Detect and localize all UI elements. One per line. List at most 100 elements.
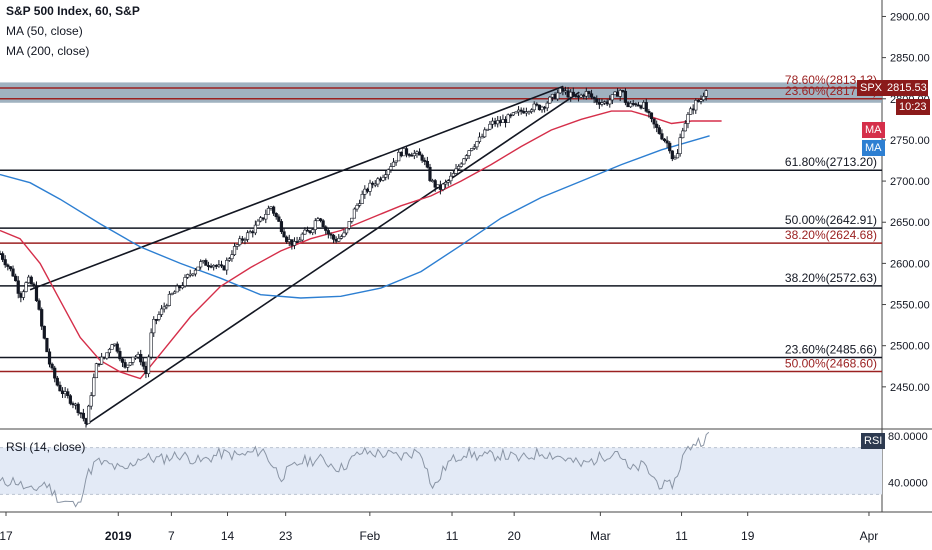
candle-body xyxy=(571,91,575,96)
candle-body xyxy=(264,214,268,220)
time-tick-label: 11 xyxy=(675,529,688,543)
symbol-legend[interactable]: S&P 500 Index, 60, S&P xyxy=(6,4,140,18)
candle-body xyxy=(415,151,419,154)
candle-body xyxy=(316,218,320,222)
candle-body xyxy=(63,391,67,395)
candle-body xyxy=(40,309,44,327)
ma200-path xyxy=(0,135,710,299)
candle-body xyxy=(97,363,101,366)
ma50-legend[interactable]: MA (50, close) xyxy=(6,24,83,38)
candle-body xyxy=(467,150,471,156)
candle-body xyxy=(626,102,630,108)
candle-body xyxy=(37,300,41,310)
candle-body xyxy=(118,351,122,360)
rsi-tag: RSI xyxy=(861,433,886,449)
time-tick-label: 23 xyxy=(279,529,293,543)
price-tick-label: 2650.00 xyxy=(890,217,930,229)
time-tick-label: 17 xyxy=(0,529,13,543)
candle-body xyxy=(569,91,573,98)
candle-body xyxy=(636,104,641,107)
candle-body xyxy=(107,349,112,354)
time-axis: 17 2019 7 14 23 Feb 11 20 Mar 11 19 Apr xyxy=(0,512,878,543)
candle-body xyxy=(45,337,49,353)
candle-body xyxy=(342,232,346,237)
candle-body xyxy=(214,265,218,267)
candle-body xyxy=(475,141,479,148)
candle-body xyxy=(295,241,299,243)
candle-body xyxy=(394,160,398,163)
candle-body xyxy=(292,241,297,246)
candle-body xyxy=(16,280,20,294)
candle-body xyxy=(668,142,672,152)
candle-body xyxy=(608,99,612,105)
candle-body xyxy=(266,208,271,215)
ma200-legend[interactable]: MA (200, close) xyxy=(6,44,90,58)
candle-body xyxy=(696,100,700,102)
candle-body xyxy=(238,238,242,246)
candle-body xyxy=(582,94,586,97)
candle-body xyxy=(530,109,534,112)
time-tick-label: 7 xyxy=(168,529,175,543)
candle-body xyxy=(3,259,7,266)
candle-body xyxy=(230,254,234,260)
candle-body xyxy=(285,236,289,243)
candle-body xyxy=(449,175,453,182)
candle-body xyxy=(225,260,229,271)
candle-body xyxy=(688,108,693,115)
price-tag: 2815.53 xyxy=(884,80,928,96)
candle-body xyxy=(587,91,591,95)
candle-body xyxy=(305,229,310,232)
candle-body xyxy=(19,293,23,298)
price-axis: 2900.002850.002800.002750.002700.002650.… xyxy=(882,11,930,394)
candle-body xyxy=(527,111,531,114)
candle-body xyxy=(84,418,88,425)
candle-body xyxy=(563,90,568,93)
candle-body xyxy=(384,174,388,178)
candle-body xyxy=(279,221,284,232)
candle-body xyxy=(245,232,250,240)
candle-body xyxy=(219,264,224,267)
time-tick-label: 20 xyxy=(507,529,521,543)
fib-label: 23.60%(2485.66) xyxy=(785,342,877,356)
candle-body xyxy=(1,253,5,260)
candle-body xyxy=(402,148,406,157)
candle-body xyxy=(647,110,651,114)
candle-body xyxy=(81,412,85,419)
candle-body xyxy=(579,94,583,98)
candle-body xyxy=(60,390,65,395)
candle-body xyxy=(212,265,216,268)
candle-body xyxy=(681,130,685,139)
candle-body xyxy=(6,264,10,267)
time-tick-label: 14 xyxy=(221,529,235,543)
time-tick-label: Mar xyxy=(590,529,611,543)
candle-body xyxy=(371,182,375,185)
candle-body xyxy=(113,343,117,346)
candle-body xyxy=(483,129,487,138)
candle-body xyxy=(232,246,237,255)
candle-body xyxy=(326,230,330,235)
price-tick-label: 2550.00 xyxy=(890,300,930,312)
candle-body xyxy=(32,283,36,287)
candle-body xyxy=(412,153,416,156)
candle-body xyxy=(503,119,508,123)
candle-body xyxy=(199,261,203,268)
candle-body xyxy=(331,234,336,240)
candle-body xyxy=(350,217,354,222)
candle-body xyxy=(102,356,106,359)
candle-body xyxy=(261,217,265,220)
candle-body xyxy=(139,354,143,363)
time-tick-label: 19 xyxy=(741,529,755,543)
candle-body xyxy=(89,395,93,407)
candle-body xyxy=(623,90,628,103)
candle-body xyxy=(191,273,195,276)
candle-body xyxy=(553,93,557,100)
candle-body xyxy=(574,95,578,97)
candle-body xyxy=(87,405,91,425)
candle-body xyxy=(391,161,396,167)
candle-body xyxy=(501,119,505,124)
spx-tag: SPX xyxy=(857,80,886,96)
candle-body xyxy=(673,157,677,160)
candle-body xyxy=(511,112,515,116)
rsi-legend[interactable]: RSI (14, close) xyxy=(6,440,86,454)
